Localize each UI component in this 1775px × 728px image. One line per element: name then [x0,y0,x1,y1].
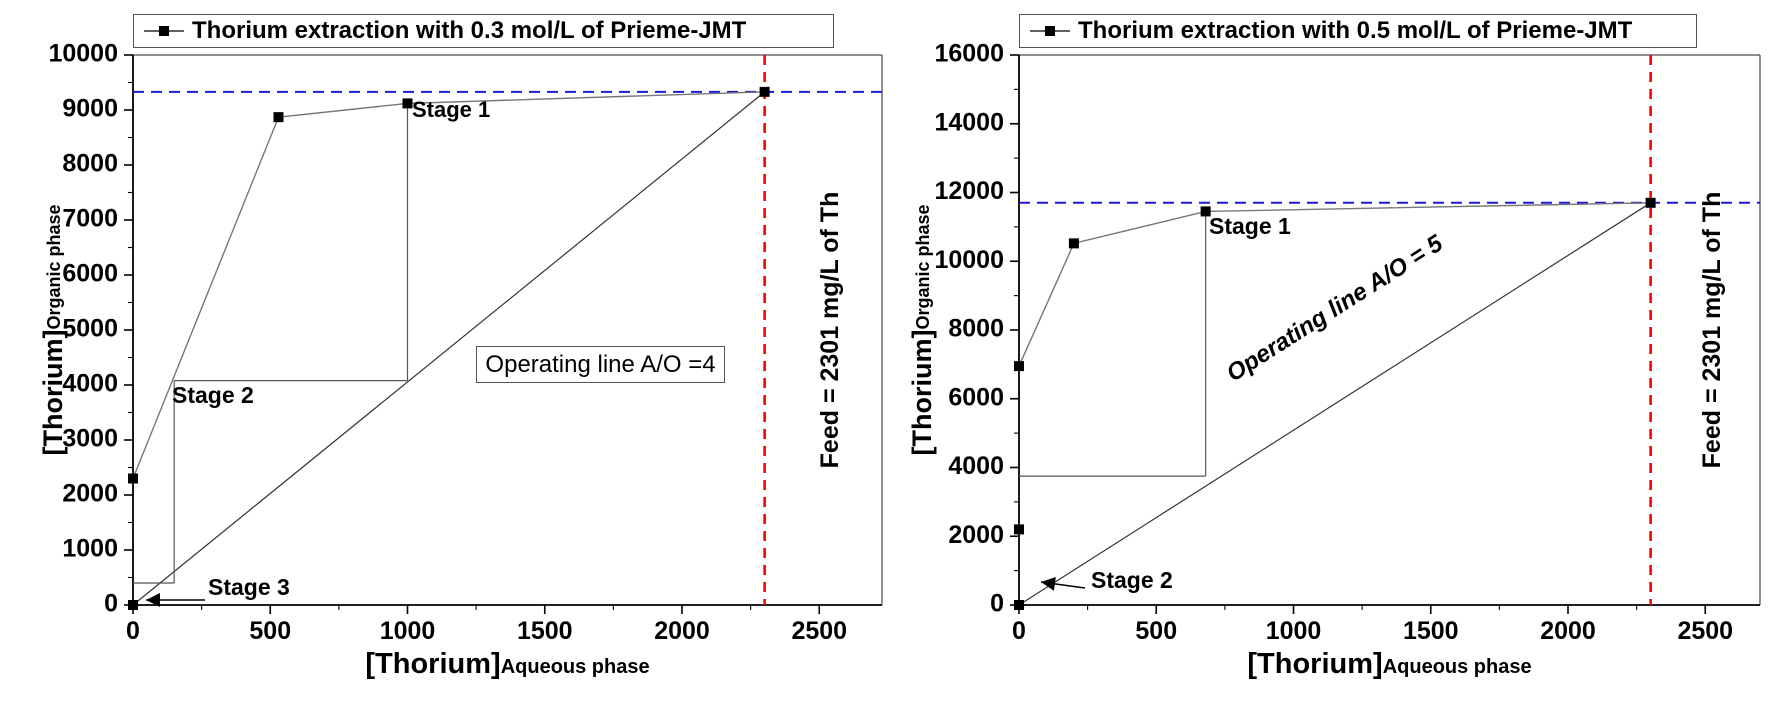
svg-text:1000: 1000 [1266,617,1322,645]
svg-text:6000: 6000 [948,383,1004,411]
svg-text:8000: 8000 [62,150,118,178]
svg-text:1000: 1000 [62,535,118,563]
svg-text:0: 0 [1012,617,1026,645]
svg-text:10000: 10000 [934,246,1004,274]
svg-text:0: 0 [990,590,1004,618]
svg-text:5000: 5000 [62,315,118,343]
svg-text:1000: 1000 [380,617,436,645]
svg-text:0: 0 [104,590,118,618]
svg-text:9000: 9000 [62,95,118,123]
svg-text:0: 0 [126,617,140,645]
svg-text:[Thorium]Aqueous phase: [Thorium]Aqueous phase [365,648,649,680]
svg-text:6000: 6000 [62,260,118,288]
svg-text:Feed = 2301 mg/L of Th: Feed = 2301 mg/L of Th [816,192,844,469]
svg-text:2500: 2500 [1677,617,1733,645]
svg-text:2000: 2000 [62,480,118,508]
svg-text:2500: 2500 [791,617,847,645]
svg-text:Feed = 2301 mg/L of Th: Feed = 2301 mg/L of Th [1698,192,1726,469]
svg-text:7000: 7000 [62,205,118,233]
svg-text:4000: 4000 [948,452,1004,480]
svg-text:1500: 1500 [517,617,573,645]
svg-text:2000: 2000 [948,521,1004,549]
svg-text:500: 500 [249,617,291,645]
svg-text:[Thorium]Organic phase: [Thorium]Organic phase [907,204,937,455]
svg-text:500: 500 [1135,617,1177,645]
svg-text:3000: 3000 [62,425,118,453]
svg-text:12000: 12000 [934,177,1004,205]
svg-text:2000: 2000 [654,617,710,645]
svg-text:[Thorium]Organic phase: [Thorium]Organic phase [38,204,68,455]
svg-text:8000: 8000 [948,315,1004,343]
svg-text:14000: 14000 [934,108,1004,136]
svg-text:16000: 16000 [934,40,1004,68]
svg-text:2000: 2000 [1540,617,1596,645]
svg-text:[Thorium]Aqueous phase: [Thorium]Aqueous phase [1247,648,1531,680]
svg-text:10000: 10000 [48,40,118,68]
svg-text:4000: 4000 [62,370,118,398]
svg-text:1500: 1500 [1403,617,1459,645]
